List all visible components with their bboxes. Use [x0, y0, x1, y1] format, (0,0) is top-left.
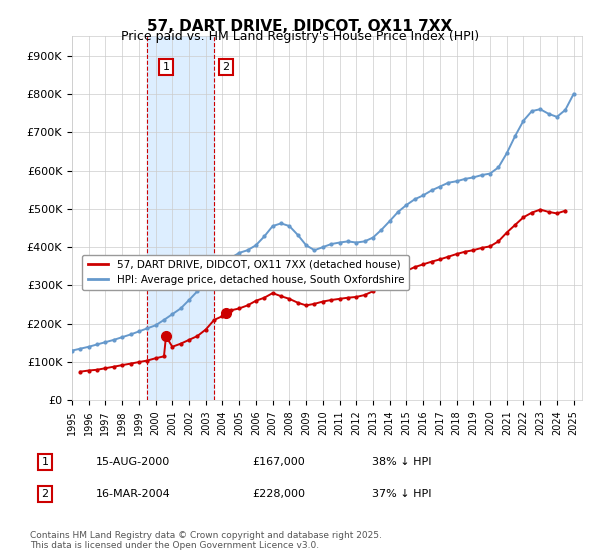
Text: 2: 2	[223, 62, 230, 72]
Text: £167,000: £167,000	[252, 457, 305, 467]
HPI: Average price, detached house, South Oxfordshire: (2.01e+03, 4.25e+05): Average price, detached house, South Oxf…	[370, 234, 377, 241]
57, DART DRIVE, DIDCOT, OX11 7XX (detached house)	[77, 368, 84, 375]
Text: 15-AUG-2000: 15-AUG-2000	[96, 457, 170, 467]
Legend: 57, DART DRIVE, DIDCOT, OX11 7XX (detached house), HPI: Average price, detached : 57, DART DRIVE, DIDCOT, OX11 7XX (detach…	[82, 255, 409, 290]
HPI: Average price, detached house, South Oxfordshire: (2.01e+03, 3.92e+05): Average price, detached house, South Oxf…	[244, 247, 251, 254]
HPI: Average price, detached house, South Oxfordshire: (2.02e+03, 6.45e+05): Average price, detached house, South Oxf…	[503, 150, 511, 157]
HPI: Average price, detached house, South Oxfordshire: (2e+03, 2.25e+05): Average price, detached house, South Oxf…	[169, 311, 176, 318]
Text: 38% ↓ HPI: 38% ↓ HPI	[372, 457, 431, 467]
Bar	[147, 36, 214, 400]
57, DART DRIVE, DIDCOT, OX11 7XX (detached house)	[169, 343, 176, 350]
Text: Price paid vs. HM Land Registry's House Price Index (HPI): Price paid vs. HM Land Registry's House …	[121, 30, 479, 43]
Text: 57, DART DRIVE, DIDCOT, OX11 7XX: 57, DART DRIVE, DIDCOT, OX11 7XX	[148, 19, 452, 34]
HPI: Average price, detached house, South Oxfordshire: (2e+03, 2.62e+05): Average price, detached house, South Oxf…	[185, 297, 193, 304]
Text: 1: 1	[41, 457, 49, 467]
Text: £228,000: £228,000	[252, 489, 305, 499]
Text: 1: 1	[163, 62, 169, 72]
Line: 57, DART DRIVE, DIDCOT, OX11 7XX (detached house): 57, DART DRIVE, DIDCOT, OX11 7XX (detach…	[79, 208, 566, 373]
57, DART DRIVE, DIDCOT, OX11 7XX (detached house)	[562, 207, 569, 214]
57, DART DRIVE, DIDCOT, OX11 7XX (detached house)	[495, 238, 502, 245]
57, DART DRIVE, DIDCOT, OX11 7XX (detached house)	[328, 297, 335, 304]
57, DART DRIVE, DIDCOT, OX11 7XX (detached house)	[536, 206, 544, 213]
HPI: Average price, detached house, South Oxfordshire: (2e+03, 1.3e+05): Average price, detached house, South Oxf…	[68, 347, 76, 354]
HPI: Average price, detached house, South Oxfordshire: (2.01e+03, 4.12e+05): Average price, detached house, South Oxf…	[336, 239, 343, 246]
HPI: Average price, detached house, South Oxfordshire: (2.02e+03, 8e+05): Average price, detached house, South Oxf…	[570, 91, 577, 97]
Line: HPI: Average price, detached house, South Oxfordshire: HPI: Average price, detached house, Sout…	[71, 92, 575, 352]
Text: 16-MAR-2004: 16-MAR-2004	[96, 489, 171, 499]
57, DART DRIVE, DIDCOT, OX11 7XX (detached house)	[185, 337, 193, 343]
Text: 2: 2	[41, 489, 49, 499]
Text: 37% ↓ HPI: 37% ↓ HPI	[372, 489, 431, 499]
57, DART DRIVE, DIDCOT, OX11 7XX (detached house)	[236, 305, 243, 312]
Text: Contains HM Land Registry data © Crown copyright and database right 2025.
This d: Contains HM Land Registry data © Crown c…	[30, 530, 382, 550]
57, DART DRIVE, DIDCOT, OX11 7XX (detached house)	[361, 292, 368, 298]
